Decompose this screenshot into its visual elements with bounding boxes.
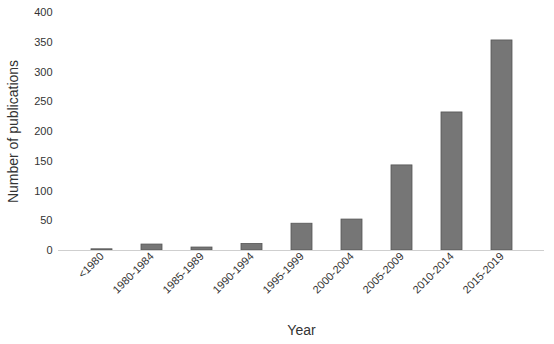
svg-text:1995-1999: 1995-1999 <box>260 250 306 296</box>
svg-text:100: 100 <box>34 185 52 197</box>
svg-text:200: 200 <box>34 125 52 137</box>
svg-text:150: 150 <box>34 155 52 167</box>
svg-text:300: 300 <box>34 66 52 78</box>
svg-text:250: 250 <box>34 95 52 107</box>
svg-text:2010-2014: 2010-2014 <box>410 250 456 296</box>
svg-text:1980-1984: 1980-1984 <box>110 250 156 296</box>
svg-text:1990-1994: 1990-1994 <box>210 250 256 296</box>
svg-text:400: 400 <box>34 6 52 18</box>
svg-text:2005-2009: 2005-2009 <box>360 250 406 296</box>
svg-text:2015-2019: 2015-2019 <box>460 250 506 296</box>
svg-text:Year: Year <box>287 322 316 338</box>
svg-text:<1980: <1980 <box>76 250 106 280</box>
svg-text:50: 50 <box>40 214 52 226</box>
svg-text:0: 0 <box>46 244 52 256</box>
svg-text:2000-2004: 2000-2004 <box>310 250 356 296</box>
svg-text:1985-1989: 1985-1989 <box>160 250 206 296</box>
svg-text:Number of publications: Number of publications <box>5 60 21 203</box>
svg-text:350: 350 <box>34 36 52 48</box>
